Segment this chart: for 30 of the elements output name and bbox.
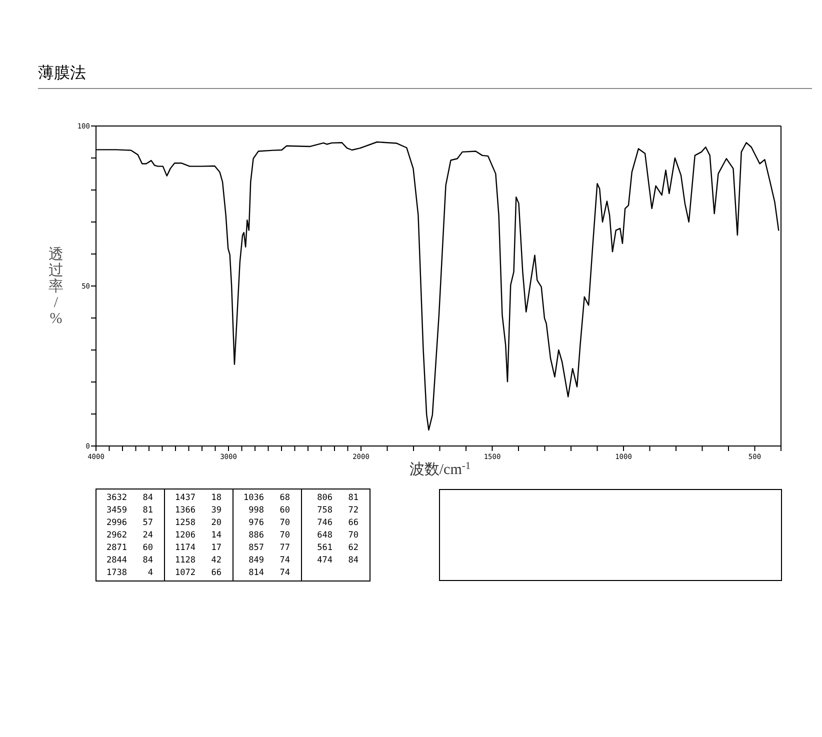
text: 3632 84 — [106, 493, 153, 503]
text: 806 81 — [317, 493, 358, 503]
text: 849 74 — [248, 556, 290, 566]
text: 1437 18 — [175, 493, 222, 503]
text: 1258 20 — [175, 518, 222, 528]
text: 2844 84 — [106, 556, 153, 566]
text: 3459 81 — [106, 506, 153, 516]
text: 886 70 — [248, 530, 290, 540]
x-axis-title: 波数/cm$^{-1}$ — [409, 460, 471, 478]
chart-title: 薄膜法 — [38, 64, 86, 82]
y-axis-title: 透过率/% — [48, 246, 64, 327]
text: 746 66 — [317, 518, 358, 528]
text: 998 60 — [248, 506, 290, 516]
text: 1366 39 — [175, 506, 222, 516]
text: 474 84 — [317, 556, 358, 566]
text: 758 72 — [317, 506, 358, 516]
text: 2871 60 — [106, 543, 153, 553]
text: 1206 14 — [175, 530, 222, 540]
text: 2996 57 — [106, 518, 153, 528]
text: 1738 4 — [106, 568, 153, 578]
text: 561 62 — [317, 543, 358, 553]
text: 976 70 — [248, 518, 290, 528]
text: 1174 17 — [175, 543, 222, 553]
text: 814 74 — [248, 568, 290, 578]
text: 2962 24 — [106, 530, 153, 540]
text: 1128 42 — [175, 556, 222, 566]
text: 648 70 — [317, 530, 358, 540]
text: 1072 66 — [175, 568, 222, 578]
text: 857 77 — [248, 543, 290, 553]
text: 1036 68 — [244, 493, 290, 503]
